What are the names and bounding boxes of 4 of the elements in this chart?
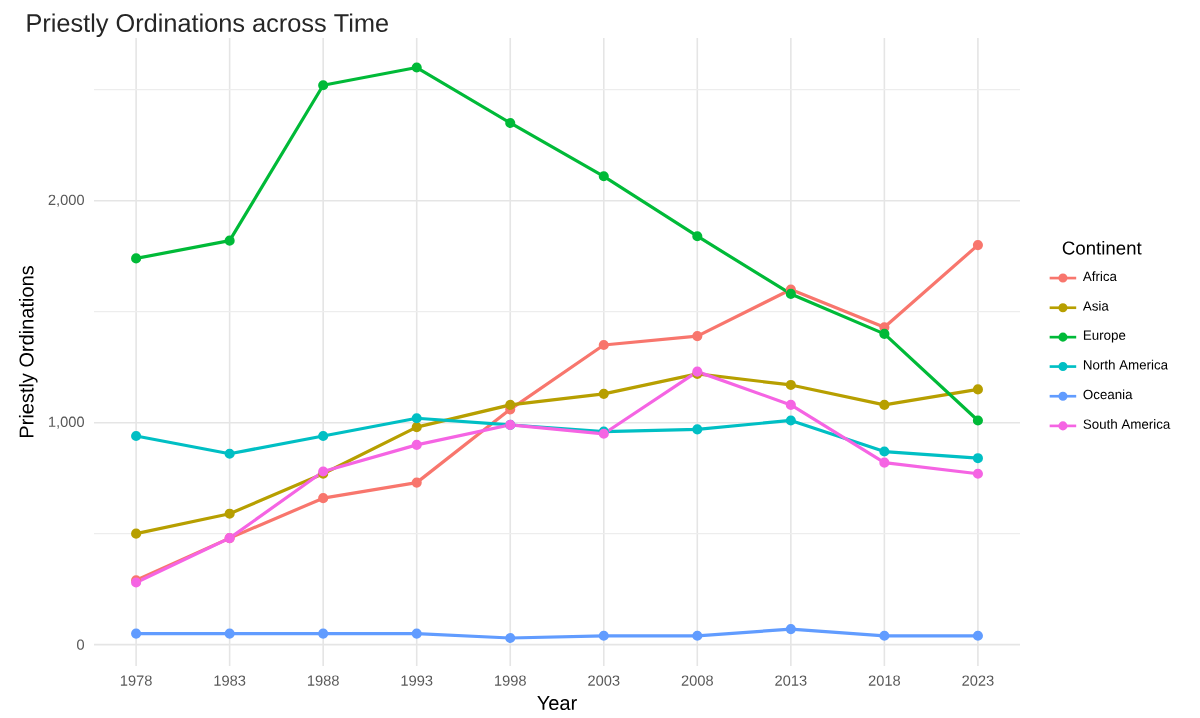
legend-title: Continent bbox=[1062, 240, 1142, 255]
y-axis-title: Priestly Ordinations bbox=[18, 266, 38, 438]
x-axis-title: Year bbox=[537, 696, 577, 711]
chart-title: Priestly Ordinations across Time bbox=[27, 13, 388, 38]
